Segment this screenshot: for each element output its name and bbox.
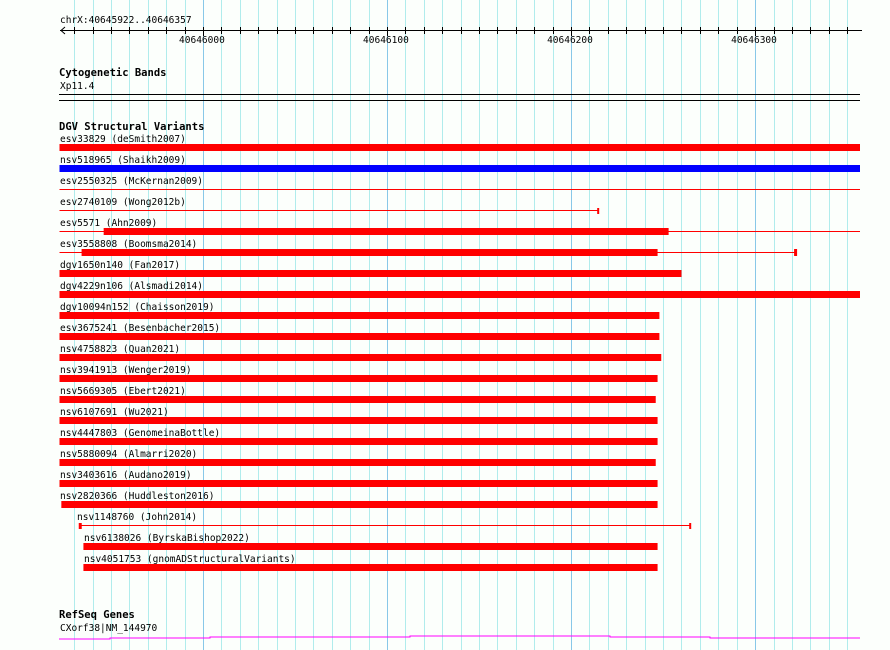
ruler[interactable] (0, 24, 890, 50)
variant-thick-bar (59, 144, 860, 151)
variant-glyph[interactable] (0, 416, 890, 426)
variant-glyph[interactable] (0, 248, 890, 258)
variant-label[interactable]: dgv4229n106 (Alsmadi2014) (60, 281, 203, 292)
variant-glyph[interactable] (0, 311, 890, 321)
variant-label[interactable]: nsv4758823 (Quan2021) (60, 344, 181, 355)
variant-glyph[interactable] (0, 164, 890, 174)
variant-thick-bar (59, 396, 656, 403)
variant-label[interactable]: nsv6107691 (Wu2021) (60, 407, 169, 418)
variant-start-cap (78, 523, 82, 529)
ruler-location: chrX:40645922..40646357 (60, 15, 192, 26)
variant-thick-bar (59, 270, 682, 277)
variant-label[interactable]: esv3558808 (Boomsma2014) (60, 239, 198, 250)
gene-feature[interactable] (0, 630, 890, 642)
variant-glyph[interactable] (0, 374, 890, 384)
variant-glyph[interactable] (0, 521, 890, 531)
variant-thick-bar (59, 333, 660, 340)
cyto-band-top-line (59, 94, 860, 95)
variant-glyph[interactable] (0, 458, 890, 468)
variant-glyph[interactable] (0, 227, 890, 237)
variant-label[interactable]: esv3675241 (Besenbacher2015) (60, 323, 221, 334)
variant-label[interactable]: nsv518965 (Shaikh2009) (60, 155, 186, 166)
variant-thick-bar (59, 417, 658, 424)
variant-label[interactable]: esv33829 (deSmith2007) (60, 134, 186, 145)
variant-thick-bar (83, 543, 658, 550)
variant-thick-bar (59, 312, 660, 319)
cytogenetic-bands-title: Cytogenetic Bands (59, 67, 167, 79)
variant-label[interactable]: nsv1148760 (John2014) (77, 512, 198, 523)
variant-end-cap (689, 523, 692, 529)
variant-glyph[interactable] (0, 395, 890, 405)
variant-glyph[interactable] (0, 542, 890, 552)
gene-label[interactable]: CXorf38|NM_144970 (60, 623, 158, 634)
variant-thick-bar (59, 375, 658, 382)
variant-thick-bar (59, 165, 860, 172)
variant-thick-bar (83, 564, 658, 571)
variant-thick-bar (59, 438, 658, 445)
variant-label[interactable]: nsv6138026 (ByrskaBishop2022) (84, 533, 250, 544)
variant-end-cap (597, 208, 600, 214)
variant-thick-bar (59, 291, 860, 298)
ruler-tick-label: 40646200 (547, 35, 593, 46)
variant-glyph[interactable] (0, 290, 890, 300)
variant-end-cap (794, 249, 798, 256)
variant-glyph[interactable] (0, 563, 890, 573)
variant-label[interactable]: nsv4447803 (GenomeinaBottle) (60, 428, 221, 439)
variant-thick-bar (59, 354, 662, 361)
ruler-tick-label: 40646100 (363, 35, 409, 46)
variant-label[interactable]: esv5571 (Ahn2009) (60, 218, 158, 229)
variant-label[interactable]: nsv3403616 (Audano2019) (60, 470, 192, 481)
left-arrow-icon[interactable] (60, 26, 66, 35)
variant-thick-bar (61, 501, 658, 508)
variant-thick-bar (103, 228, 669, 235)
variant-thick-bar (59, 480, 658, 487)
variant-glyph[interactable] (0, 143, 890, 153)
dgv-track-title: DGV Structural Variants (59, 121, 205, 133)
variant-label[interactable]: esv2550325 (McKernan2009) (60, 176, 203, 187)
variant-label[interactable]: esv2740109 (Wong2012b) (60, 197, 186, 208)
variant-glyph[interactable] (0, 185, 890, 195)
variant-glyph[interactable] (0, 206, 890, 216)
variant-thick-bar (81, 249, 658, 256)
variant-glyph[interactable] (0, 353, 890, 363)
variant-label[interactable]: nsv5880094 (Almarri2020) (60, 449, 198, 460)
variant-thick-bar (59, 459, 656, 466)
cyto-band-label: Xp11.4 (60, 81, 95, 92)
variant-glyph[interactable] (0, 479, 890, 489)
variant-glyph[interactable] (0, 500, 890, 510)
variant-label[interactable]: dgv1650n140 (Fan2017) (60, 260, 181, 271)
variant-label[interactable]: nsv2820366 (Huddleston2016) (60, 491, 215, 502)
cyto-band-bottom-line (59, 100, 860, 101)
variant-glyph[interactable] (0, 269, 890, 279)
refseq-track-title: RefSeq Genes (59, 609, 135, 621)
variant-glyph[interactable] (0, 332, 890, 342)
variant-label[interactable]: nsv3941913 (Wenger2019) (60, 365, 192, 376)
ruler-tick-label: 40646300 (731, 35, 777, 46)
variant-label[interactable]: nsv5669305 (Ebert2021) (60, 386, 186, 397)
variant-label[interactable]: dgv10094n152 (Chaisson2019) (60, 302, 215, 313)
variant-glyph[interactable] (0, 437, 890, 447)
ruler-tick-label: 40646000 (179, 35, 225, 46)
variant-label[interactable]: nsv4051753 (gnomADStructuralVariants) (84, 554, 296, 565)
